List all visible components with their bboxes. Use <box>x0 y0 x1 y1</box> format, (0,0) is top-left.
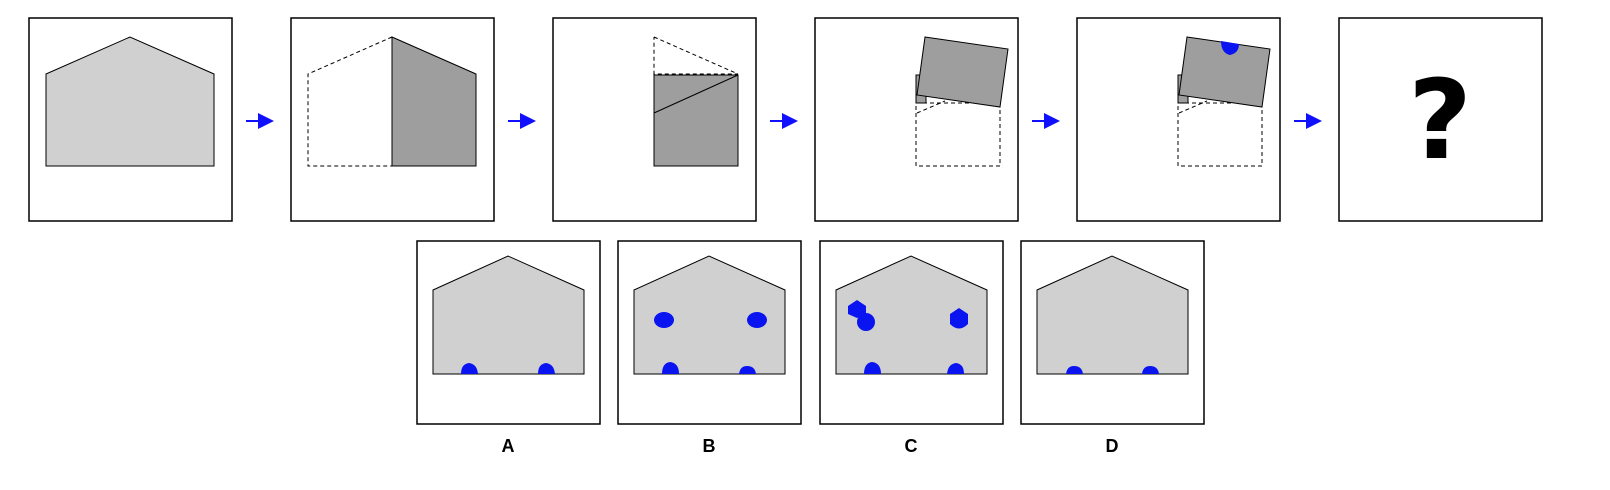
hole-icon <box>747 312 767 328</box>
fold-top-down-icon <box>653 74 739 167</box>
option-label: C <box>905 436 918 456</box>
fold-outline-left <box>307 36 393 167</box>
sequence-panel-5 <box>1076 17 1281 222</box>
option-label: D <box>1106 436 1119 456</box>
question-mark: ? <box>1408 56 1472 184</box>
option-c[interactable]: C <box>819 240 1004 456</box>
option-b[interactable]: B <box>617 240 802 456</box>
hole-icon <box>950 308 968 329</box>
hole-icon <box>538 363 555 374</box>
hole-icon <box>739 366 756 374</box>
sequence-panel-4 <box>814 17 1019 222</box>
sequence-panel-question: ? <box>1338 17 1543 222</box>
hole-icon <box>857 313 875 331</box>
hole-icon <box>1142 366 1159 374</box>
hole-icon <box>662 362 679 374</box>
option-label: B <box>703 436 716 456</box>
hole-icon <box>654 312 674 328</box>
fold-left-to-right-icon <box>391 36 477 167</box>
sequence-panel-3 <box>552 17 757 222</box>
option-a[interactable]: A <box>416 240 601 456</box>
hole-icon <box>1066 366 1083 374</box>
sequence-panel-2 <box>290 17 495 222</box>
sequence-panel-1 <box>28 17 233 222</box>
fold-outline-top <box>653 36 739 75</box>
option-label: A <box>502 436 515 456</box>
house-shape-icon <box>45 36 215 167</box>
hole-icon <box>461 363 478 374</box>
fold-outline-lower <box>915 102 1001 167</box>
hole-icon <box>848 300 866 318</box>
hole-icon <box>864 362 881 374</box>
option-d[interactable]: D <box>1020 240 1205 456</box>
hole-icon <box>947 363 964 374</box>
punch-hole-icon <box>1221 41 1239 55</box>
fold-upward-icon <box>916 36 1009 108</box>
